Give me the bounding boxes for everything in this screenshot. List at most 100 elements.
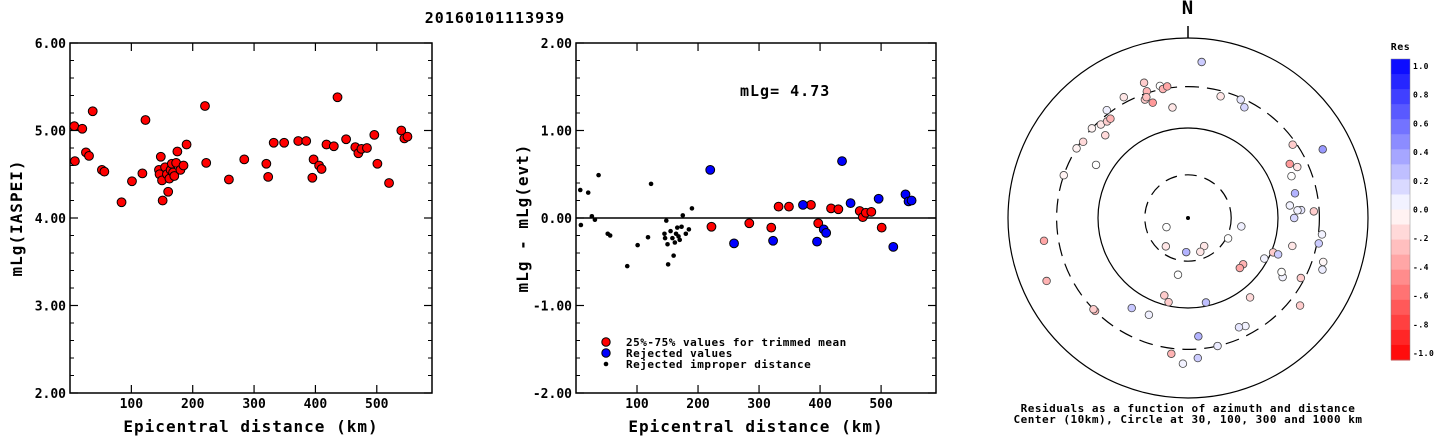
colorbar-cell: [1391, 299, 1410, 316]
station-residual: [1309, 207, 1319, 216]
colorbar-tick-label: -.2: [1413, 234, 1429, 243]
data-point: [744, 218, 755, 229]
data-point: [821, 227, 832, 238]
data-point: [402, 131, 413, 142]
station-residual: [1240, 103, 1249, 112]
station-residual: [1196, 247, 1205, 257]
y-tick-label: 3.00: [35, 300, 66, 315]
station-residual: [1182, 247, 1191, 257]
data-point: [239, 154, 250, 165]
data-point: [308, 154, 319, 165]
station-residual: [1148, 98, 1157, 107]
data-point: [369, 129, 380, 140]
station-residual: [1285, 159, 1294, 169]
plot-frame: [69, 42, 433, 394]
data-point: [268, 137, 279, 148]
colorbar-tick-label: -1.0: [1413, 349, 1434, 358]
data-point: [798, 199, 808, 210]
data-point: [592, 217, 598, 223]
data-point: [157, 195, 168, 206]
station-residual: [1162, 222, 1171, 232]
station-residual: [1059, 171, 1068, 180]
caption-line-2: Center (10km), Circle at 30, 100, 300 an…: [1013, 413, 1362, 426]
data-point: [648, 181, 654, 187]
data-point: [261, 158, 272, 169]
station-residual: [1101, 131, 1110, 140]
data-point: [77, 123, 88, 134]
colorbar-cell: [1391, 329, 1410, 346]
station-residual: [1078, 137, 1088, 147]
x-tick-label: 100: [120, 397, 144, 412]
data-point: [263, 171, 274, 182]
data-point: [163, 186, 174, 197]
data-point: [706, 221, 717, 232]
data-point: [301, 136, 312, 146]
station-residual: [1091, 160, 1101, 170]
station-residual: [1106, 114, 1115, 123]
station-residual: [1289, 213, 1299, 223]
legend-label: Rejected improper distance: [626, 358, 811, 371]
station-residual: [1160, 291, 1169, 300]
data-point: [169, 171, 180, 181]
data-point: [137, 168, 148, 179]
station-residual: [1295, 301, 1305, 310]
data-point: [577, 187, 583, 193]
data-point: [729, 238, 739, 249]
station-residual: [1318, 265, 1327, 274]
station-residual: [1260, 254, 1269, 263]
station-residual: [1237, 222, 1246, 231]
colorbar-cell: [1391, 179, 1410, 195]
data-point: [686, 227, 692, 232]
station-residual: [1235, 263, 1244, 273]
station-residual: [1142, 92, 1151, 102]
station-residual: [1173, 270, 1183, 279]
data-point: [683, 231, 689, 237]
data-point: [87, 106, 98, 117]
data-point: [679, 224, 684, 230]
station-residual: [1201, 298, 1211, 307]
x-tick-label: 400: [808, 397, 832, 412]
data-point: [224, 174, 234, 185]
colorbar-tick-label: 0.6: [1413, 119, 1429, 128]
station-residual: [1287, 171, 1296, 181]
y-axis-label: mLg(IASPEI): [7, 160, 26, 277]
data-point: [873, 193, 884, 204]
x-axis-label: Epicentral distance (km): [123, 417, 378, 436]
data-point: [645, 234, 651, 240]
station-residual: [1277, 267, 1286, 277]
data-point: [140, 115, 151, 125]
colorbar-cell: [1391, 104, 1410, 120]
colorbar-cell: [1391, 134, 1410, 150]
data-point: [172, 146, 183, 157]
data-point: [84, 150, 94, 161]
station-residual: [1194, 332, 1203, 341]
station-residual: [1318, 145, 1327, 154]
station-residual: [1089, 305, 1098, 314]
colorbar-tick-label: 0.2: [1413, 177, 1429, 186]
station-residual: [1167, 349, 1176, 358]
x-tick-label: 500: [869, 397, 893, 412]
station-residual: [1139, 78, 1149, 87]
station-residual: [1236, 95, 1245, 104]
data-point: [70, 156, 80, 167]
station-residual: [1317, 230, 1327, 239]
data-point: [578, 222, 584, 228]
y-tick-label: 5.00: [35, 125, 66, 140]
x-tick-label: 500: [365, 397, 389, 412]
station-residual: [1087, 124, 1097, 133]
magnitude-annotation: mLg= 4.73: [740, 82, 830, 100]
station-residual: [1293, 206, 1302, 215]
colorbar-cell: [1391, 74, 1410, 90]
data-point: [607, 233, 613, 238]
legend-marker: [601, 348, 611, 358]
colorbar-cell: [1391, 239, 1410, 256]
y-tick-label: 1.00: [541, 125, 572, 140]
x-tick-label: 100: [625, 397, 649, 412]
colorbar-cell: [1391, 149, 1410, 165]
legend-label: Rejected values: [626, 347, 733, 360]
data-point: [705, 164, 716, 175]
data-point: [307, 172, 318, 183]
circle-100km: [1097, 127, 1279, 309]
station-residual: [1314, 239, 1323, 248]
colorbar-tick-label: 0.0: [1413, 206, 1429, 215]
